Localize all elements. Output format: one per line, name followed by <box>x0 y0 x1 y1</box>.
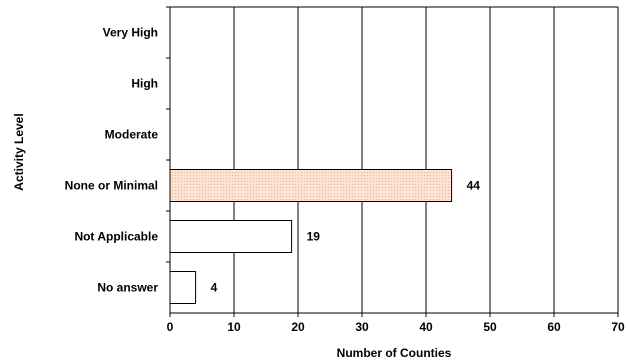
data-labels: 44 19 4 <box>211 179 481 295</box>
category-label: None or Minimal <box>65 179 158 193</box>
x-tick-label: 0 <box>167 320 174 334</box>
category-labels: Very High High Moderate None or Minimal Not … <box>65 26 159 295</box>
data-label: 19 <box>307 230 321 244</box>
x-tick-label: 40 <box>419 320 433 334</box>
gridlines <box>233 7 555 313</box>
bar <box>169 220 293 253</box>
category-label: High <box>131 77 158 91</box>
x-axis-title: Number of Counties <box>337 346 452 360</box>
data-label: 44 <box>467 179 481 193</box>
x-tick-label: 20 <box>291 320 305 334</box>
plot-border <box>169 6 619 314</box>
data-label: 4 <box>211 281 218 295</box>
bars <box>169 169 453 304</box>
x-tick-label: 30 <box>355 320 369 334</box>
bar <box>169 271 197 304</box>
category-label: Very High <box>103 26 158 40</box>
x-tick-label: 50 <box>483 320 497 334</box>
category-label: Moderate <box>105 128 159 142</box>
plot-frame <box>166 6 619 317</box>
x-tick-labels: 0 10 20 30 40 50 60 70 <box>167 320 625 334</box>
category-label: No answer <box>97 281 158 295</box>
x-tick-label: 70 <box>611 320 625 334</box>
bar <box>169 169 453 202</box>
x-tick-label: 10 <box>227 320 241 334</box>
y-axis-title: Activity Level <box>12 113 26 190</box>
x-tick-label: 60 <box>547 320 561 334</box>
category-label: Not Applicable <box>74 230 158 244</box>
